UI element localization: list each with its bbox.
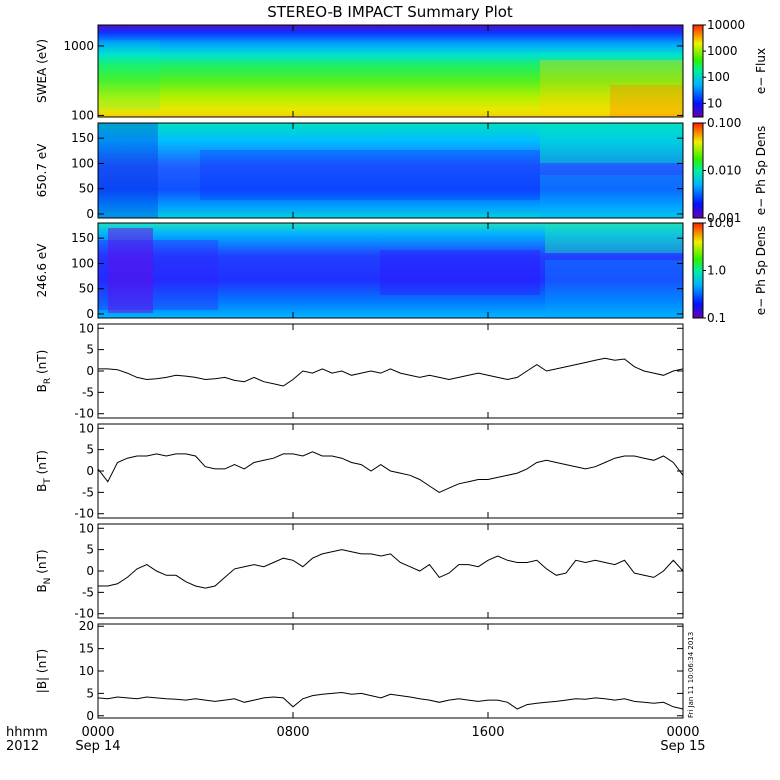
colorbar-title-2: e− Ph Sp Dens <box>754 226 768 315</box>
ytick-label-2-3: 150 <box>71 231 94 245</box>
ytick-label-4-0: -10 <box>74 507 94 521</box>
ylabel-4: BT (nT) <box>35 450 53 492</box>
panel-frame-2 <box>97 222 684 319</box>
ytick-label-5-3: 5 <box>86 543 94 557</box>
ytick-label-6-1: 5 <box>86 686 94 700</box>
ytick-label-2-1: 50 <box>79 282 94 296</box>
cbar-label-0-3: 10000 <box>707 18 745 32</box>
cbar-label-0-0: 10 <box>707 96 722 110</box>
ytick-label-3-2: 0 <box>86 364 94 378</box>
cbar-label-2-0: 0.1 <box>707 311 726 325</box>
ylabel-0: SWEA (eV) <box>35 39 49 103</box>
colorbar-2 <box>692 222 704 319</box>
ytick-label-3-3: 5 <box>86 343 94 357</box>
cbar-label-1-1: 0.010 <box>707 164 741 178</box>
cbar-label-0-2: 1000 <box>707 44 738 58</box>
timestamp-stamp: Fri Jan 11 10:06:34 2013 <box>687 632 695 718</box>
ytick-label-1-0: 0 <box>86 207 94 221</box>
plot-title: STEREO-B IMPACT Summary Plot <box>267 3 513 21</box>
colorbar-1 <box>692 122 704 219</box>
time-label-0: 0000 <box>81 725 114 740</box>
time-label-2: 1600 <box>471 725 504 740</box>
ylabel-5: BN (nT) <box>35 549 53 592</box>
pitch-650-spectrogram <box>98 123 683 218</box>
ytick-label-1-3: 150 <box>71 131 94 145</box>
trace-3 <box>98 357 684 387</box>
panel-frame-1 <box>97 122 684 219</box>
ytick-label-0-0: 100 <box>71 108 94 122</box>
ytick-label-2-0: 0 <box>86 307 94 321</box>
trace-6 <box>97 691 684 710</box>
colorbars: 10 100 1000 10000 e− Flux 0.001 0.010 0.100 e− P… <box>692 18 768 325</box>
footer-hhmm: hhmm <box>6 725 48 740</box>
panel-frame-0 <box>97 24 684 118</box>
ytick-label-4-2: 0 <box>86 464 94 478</box>
trace-4 <box>97 451 684 493</box>
cbar-label-0-1: 100 <box>707 70 730 84</box>
field-traces <box>97 357 684 710</box>
ytick-label-1-1: 50 <box>79 182 94 196</box>
ytick-label-6-3: 15 <box>79 642 94 656</box>
ytick-label-5-4: 10 <box>79 521 94 535</box>
colorbar-title-1: e− Ph Sp Dens <box>754 126 768 215</box>
ylabel-3: BR (nT) <box>35 350 53 393</box>
ytick-label-5-1: -5 <box>82 585 94 599</box>
footer-year: 2012 <box>6 739 39 754</box>
ytick-label-5-2: 0 <box>86 564 94 578</box>
ytick-label-3-1: -5 <box>82 385 94 399</box>
date-label-3: Sep 15 <box>660 739 705 754</box>
ytick-label-5-0: -10 <box>74 607 94 621</box>
ytick-label-0-1: 1000 <box>63 39 94 53</box>
cbar-label-1-0: 0.001 <box>707 211 741 225</box>
ytick-label-6-4: 20 <box>79 619 94 633</box>
ytick-label-3-0: -10 <box>74 407 94 421</box>
date-label-0: Sep 14 <box>75 739 120 754</box>
swea-spectrogram <box>98 25 683 117</box>
ytick-label-3-4: 10 <box>79 321 94 335</box>
panel-frame-5 <box>97 523 684 619</box>
ylabel-6: |B| (nT) <box>35 649 49 693</box>
colorbar-title-0: e− Flux <box>754 48 768 94</box>
ylabel-2: 246.6 eV <box>35 243 49 298</box>
ytick-label-4-4: 10 <box>79 421 94 435</box>
ytick-label-2-2: 100 <box>71 256 94 270</box>
pitch-246-spectrogram <box>98 223 683 318</box>
cbar-label-2-2: 10.0 <box>707 216 734 230</box>
ylabel-1: 650.7 eV <box>35 143 49 198</box>
trace-5 <box>98 549 684 589</box>
ytick-label-4-1: -5 <box>82 485 94 499</box>
ytick-label-6-0: 0 <box>86 709 94 723</box>
time-label-1: 0800 <box>276 725 309 740</box>
time-label-3: 0000 <box>666 725 699 740</box>
ytick-label-4-3: 5 <box>86 443 94 457</box>
ytick-label-1-2: 100 <box>71 156 94 170</box>
colorbar-0 <box>692 24 704 118</box>
cbar-label-2-1: 1.0 <box>707 264 726 278</box>
panel-frame-3 <box>97 323 684 419</box>
panel-frame-6 <box>97 623 684 719</box>
cbar-label-1-2: 0.100 <box>707 116 741 130</box>
ytick-label-6-2: 10 <box>79 664 94 678</box>
